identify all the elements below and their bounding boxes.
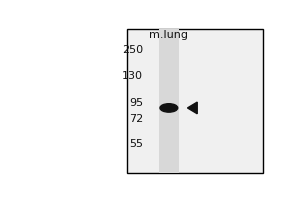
Text: 55: 55 <box>129 139 143 149</box>
Text: 95: 95 <box>129 98 143 108</box>
Text: 72: 72 <box>129 114 143 124</box>
Text: 250: 250 <box>122 45 143 55</box>
Polygon shape <box>188 102 197 114</box>
Bar <box>159 29 179 173</box>
Text: m.lung: m.lung <box>149 30 188 40</box>
Ellipse shape <box>160 104 178 112</box>
Bar <box>127 29 263 173</box>
Text: 130: 130 <box>122 71 143 81</box>
